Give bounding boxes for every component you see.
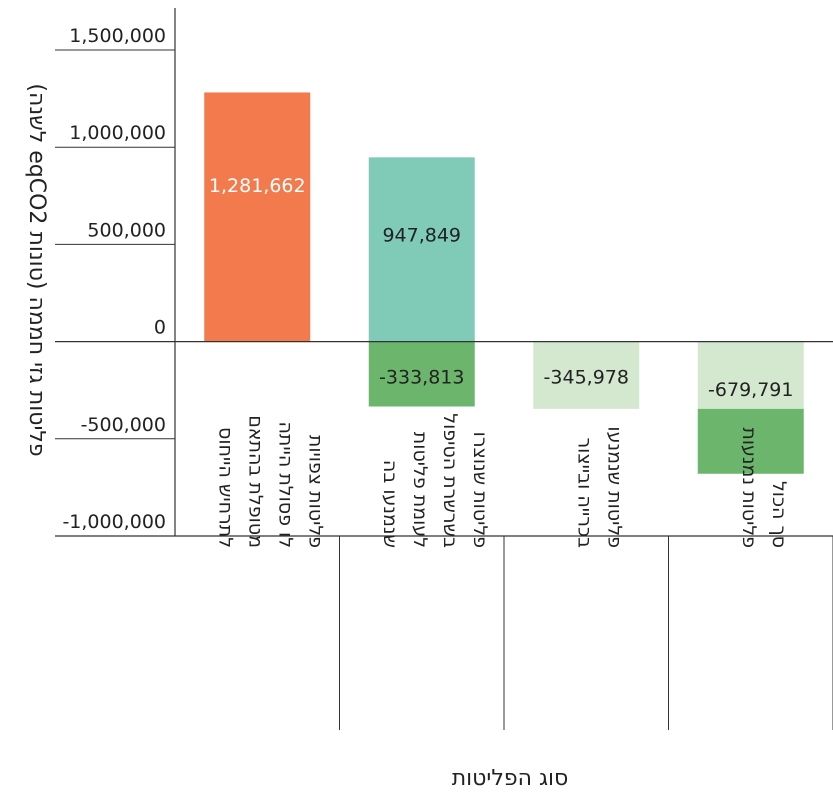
data-label: -679,791 [708,379,793,401]
data-label: 1,281,662 [209,175,306,197]
category-label: פליטות שנמנעו [603,426,625,548]
bar [697,408,804,474]
y-tick-label: -500,000 [81,414,166,436]
axes [55,8,833,730]
category-label: לעומת פליטות [409,432,431,548]
bar [697,341,804,409]
category-label: בשרשרת הטיפול [439,413,461,548]
category-label: פליטות נמנעות [738,427,760,548]
y-tick-label: -1,000,000 [62,511,166,533]
category-label: פליטות שנוצרו [469,432,491,548]
category-label: פליטות צפויות [304,435,326,548]
category-label: לתרחיש הייחוס [214,427,236,548]
y-tick-labels: 1,500,000 1,000,000 500,000 0 -500,000 -1,000… [62,25,166,533]
bar [533,341,640,409]
bar [368,157,475,342]
bar [368,341,475,407]
bars [204,92,804,474]
y-axis-title: פליטות גזי חממה (טונות eqCO2 לשנה) [24,83,49,456]
data-label: -345,978 [544,367,629,389]
category-label: לו פסולת הייתה [274,421,296,548]
data-labels: 1,281,662 947,849 -333,813 -345,978 -679,791 [209,175,794,401]
y-tick-label: 500,000 [87,219,166,241]
data-label: -333,813 [379,367,464,389]
category-labels: פליטות צפויות לו פסולת הייתה מטופלת בהתאם ל… [214,413,790,548]
y-tick-label: 1,500,000 [69,25,166,47]
y-tick-label: 0 [154,317,166,339]
category-label: מטופלת בהתאם [244,415,266,548]
category-label: בכרייה ובייצור [573,437,595,548]
x-axis-title: סוג הפליטות [452,766,569,791]
bar [204,92,311,342]
y-tick-label: 1,000,000 [69,122,166,144]
data-label: 947,849 [382,225,461,247]
category-label: שנמנעו בה [379,460,401,548]
category-label: סך הכול [768,481,790,548]
